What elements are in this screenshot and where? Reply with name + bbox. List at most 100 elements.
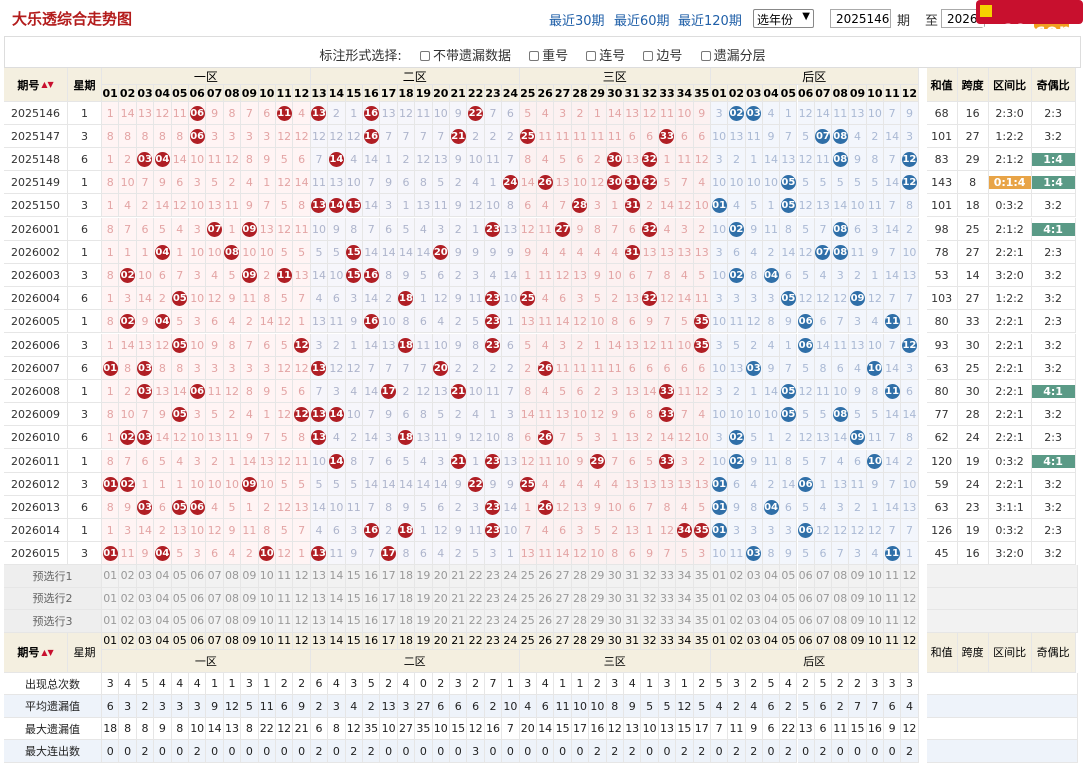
preselect-number[interactable]: 09 xyxy=(849,610,867,633)
preselect-number[interactable]: 16 xyxy=(363,565,381,588)
preselect-number[interactable]: 29 xyxy=(589,565,607,588)
preselect-number[interactable]: 27 xyxy=(554,587,572,611)
checkbox-icon[interactable] xyxy=(643,51,654,61)
option-consecutive[interactable]: 连号 xyxy=(586,45,625,64)
preselect-number[interactable]: 09 xyxy=(849,587,867,611)
preselect-number[interactable]: 28 xyxy=(571,610,590,633)
preselect-number[interactable]: 13 xyxy=(310,610,329,633)
preselect-number[interactable]: 23 xyxy=(484,565,503,588)
preselect-number[interactable]: 35 xyxy=(693,565,711,588)
preselect-number[interactable]: 07 xyxy=(206,565,224,588)
preselect-number[interactable]: 03 xyxy=(136,565,155,588)
preselect-number[interactable]: 22 xyxy=(467,565,485,588)
preselect-number[interactable]: 23 xyxy=(484,610,503,633)
preselect-number[interactable]: 11 xyxy=(276,587,294,611)
preselect-number[interactable]: 07 xyxy=(814,565,833,588)
preselect-number[interactable]: 01 xyxy=(102,565,120,588)
preselect-number[interactable]: 21 xyxy=(450,610,468,633)
preselect-number[interactable]: 27 xyxy=(554,565,572,588)
preselect-number[interactable]: 26 xyxy=(537,565,555,588)
preselect-number[interactable]: 07 xyxy=(206,587,224,611)
preselect-number[interactable]: 22 xyxy=(467,587,485,611)
preselect-number[interactable]: 19 xyxy=(415,587,433,611)
preselect-number[interactable]: 27 xyxy=(554,610,572,633)
preselect-number[interactable]: 20 xyxy=(432,610,450,633)
preselect-number[interactable]: 20 xyxy=(432,587,450,611)
preselect-number[interactable]: 05 xyxy=(780,565,798,588)
preselect-number[interactable]: 19 xyxy=(415,565,433,588)
preselect-number[interactable]: 13 xyxy=(310,587,329,611)
preselect-number[interactable]: 08 xyxy=(832,587,850,611)
preselect-number[interactable]: 02 xyxy=(728,610,746,633)
preselect-number[interactable]: 30 xyxy=(606,587,624,611)
preselect-number[interactable]: 03 xyxy=(745,610,763,633)
preselect-number[interactable]: 03 xyxy=(136,610,155,633)
preselect-number[interactable]: 09 xyxy=(241,565,259,588)
preselect-number[interactable]: 31 xyxy=(624,610,642,633)
preselect-number[interactable]: 12 xyxy=(293,587,311,611)
recent-120-link[interactable]: 最近120期 xyxy=(678,14,742,29)
preselect-number[interactable]: 04 xyxy=(154,587,172,611)
preselect-number[interactable]: 15 xyxy=(345,610,363,633)
preselect-number[interactable]: 19 xyxy=(415,610,433,633)
preselect-number[interactable]: 08 xyxy=(832,565,850,588)
preselect-number[interactable]: 34 xyxy=(676,587,694,611)
preselect-number[interactable]: 18 xyxy=(397,565,416,588)
preselect-number[interactable]: 15 xyxy=(345,587,363,611)
preselect-number[interactable]: 08 xyxy=(223,565,242,588)
checkbox-icon[interactable] xyxy=(700,51,711,61)
preselect-number[interactable]: 18 xyxy=(397,610,416,633)
preselect-number[interactable]: 11 xyxy=(884,610,902,633)
preselect-number[interactable]: 16 xyxy=(363,610,381,633)
preselect-number[interactable]: 10 xyxy=(258,565,276,588)
preselect-number[interactable]: 04 xyxy=(762,610,781,633)
preselect-number[interactable]: 33 xyxy=(658,565,677,588)
preselect-number[interactable]: 32 xyxy=(641,610,659,633)
preselect-number[interactable]: 12 xyxy=(901,565,919,588)
sort-icon[interactable]: ▲▼ xyxy=(41,647,54,657)
preselect-number[interactable]: 16 xyxy=(363,587,381,611)
to-issue-input[interactable]: 2026015 xyxy=(941,9,985,28)
preselect-number[interactable]: 03 xyxy=(745,565,763,588)
preselect-number[interactable]: 29 xyxy=(589,587,607,611)
preselect-number[interactable]: 21 xyxy=(450,587,468,611)
preselect-number[interactable]: 35 xyxy=(693,610,711,633)
preselect-number[interactable]: 11 xyxy=(884,587,902,611)
preselect-number[interactable]: 26 xyxy=(537,587,555,611)
preselect-number[interactable]: 10 xyxy=(258,587,276,611)
preselect-number[interactable]: 01 xyxy=(711,587,729,611)
preselect-number[interactable]: 04 xyxy=(762,565,781,588)
preselect-number[interactable]: 07 xyxy=(206,610,224,633)
preselect-number[interactable]: 11 xyxy=(276,610,294,633)
preselect-number[interactable]: 28 xyxy=(571,587,590,611)
preselect-number[interactable]: 12 xyxy=(901,587,919,611)
preselect-number[interactable]: 04 xyxy=(154,565,172,588)
preselect-number[interactable]: 05 xyxy=(171,610,189,633)
preselect-number[interactable]: 06 xyxy=(797,565,815,588)
preselect-number[interactable]: 09 xyxy=(241,610,259,633)
preselect-number[interactable]: 02 xyxy=(728,587,746,611)
checkbox-icon[interactable] xyxy=(586,51,597,61)
preselect-number[interactable]: 25 xyxy=(519,587,537,611)
preselect-number[interactable]: 31 xyxy=(624,587,642,611)
checkbox-icon[interactable] xyxy=(419,51,430,61)
preselect-number[interactable]: 06 xyxy=(189,610,207,633)
preselect-number[interactable]: 01 xyxy=(711,565,729,588)
checkbox-icon[interactable] xyxy=(529,51,540,61)
preselect-number[interactable]: 17 xyxy=(380,610,398,633)
preselect-number[interactable]: 08 xyxy=(223,610,242,633)
issue-header[interactable]: 期号 ▲▼ xyxy=(4,68,68,102)
preselect-number[interactable]: 34 xyxy=(676,565,694,588)
preselect-number[interactable]: 34 xyxy=(676,610,694,633)
preselect-number[interactable]: 07 xyxy=(814,587,833,611)
option-edge[interactable]: 边号 xyxy=(643,45,682,64)
preselect-number[interactable]: 01 xyxy=(711,610,729,633)
preselect-number[interactable]: 33 xyxy=(658,587,677,611)
preselect-number[interactable]: 32 xyxy=(641,565,659,588)
preselect-number[interactable]: 30 xyxy=(606,610,624,633)
option-layer[interactable]: 遗漏分层 xyxy=(700,45,766,64)
preselect-number[interactable]: 15 xyxy=(345,565,363,588)
option-repeat[interactable]: 重号 xyxy=(529,45,568,64)
preselect-number[interactable]: 22 xyxy=(467,610,485,633)
preselect-number[interactable]: 08 xyxy=(832,610,850,633)
